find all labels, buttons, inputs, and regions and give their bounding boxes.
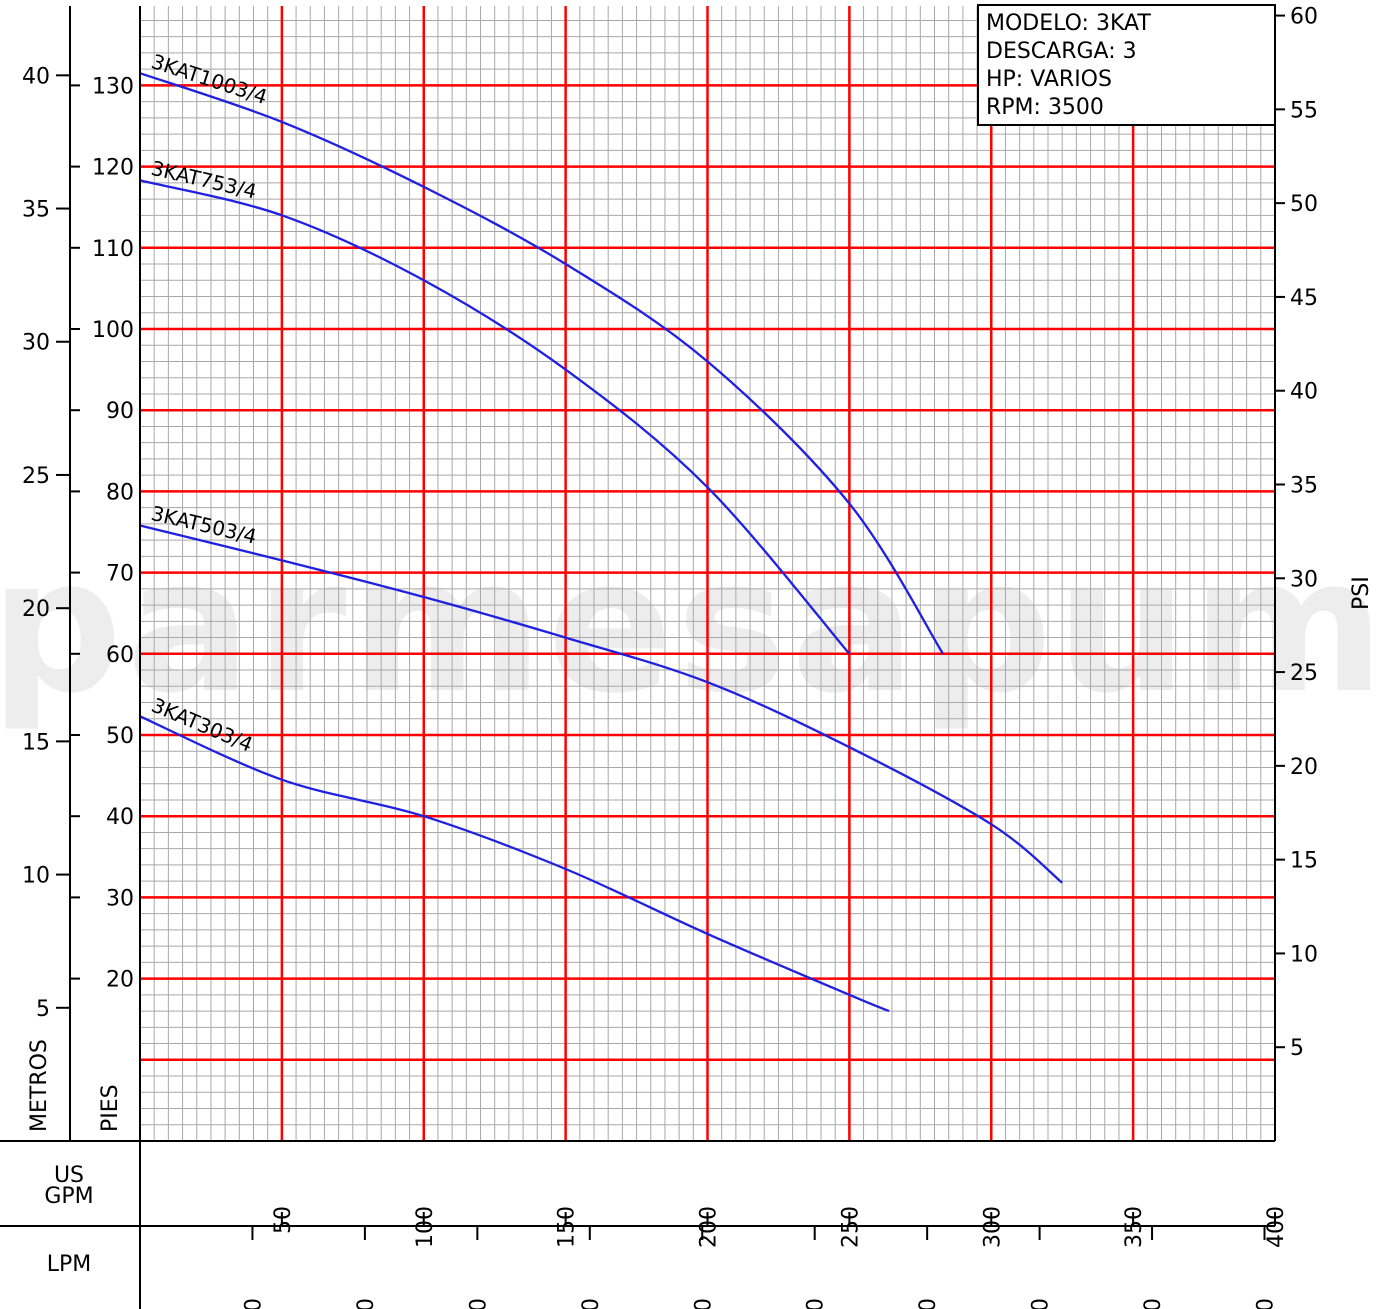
lpm-tick-label: 750 [691,1298,716,1309]
chart-grid [140,6,1275,1141]
pies-axis-label: PIES [98,1084,123,1132]
psi-tick-label: 45 [1290,286,1318,311]
metros-tick-label: 15 [22,730,50,755]
pies-tick-label: 50 [106,724,134,749]
gpm-tick-label: 200 [697,1206,722,1248]
pies-tick-label: 20 [106,968,134,993]
info-box: MODELO: 3KAT DESCARGA: 3 HP: VARIOS RPM: 35… [977,4,1276,126]
lpm-tick-label: 1200 [1029,1298,1054,1309]
pies-tick-label: 90 [106,399,134,424]
lpm-tick-label: 900 [804,1298,829,1309]
gpm-tick-label: 300 [980,1206,1005,1248]
psi-tick-label: 30 [1290,567,1318,592]
psi-tick-label: 20 [1290,755,1318,780]
pies-tick-label: 40 [106,805,134,830]
lpm-axis-label: LPM [47,1252,92,1277]
psi-tick-label: 25 [1290,661,1318,686]
curve-label-3kat753-4: 3KAT753/4 [149,156,259,204]
psi-tick-label: 40 [1290,380,1318,405]
curve-3kat503-4 [139,524,1063,884]
gpm-tick-label: 250 [838,1206,863,1248]
gpm-tick-label: 100 [413,1206,438,1248]
gpm-tick-label: 400 [1264,1206,1289,1248]
metros-tick-label: 25 [22,464,50,489]
curve-label-3kat1003-4: 3KAT1003/4 [148,49,270,109]
psi-tick-label: 5 [1290,1036,1304,1061]
lpm-tick-label: 1500 [1254,1298,1279,1309]
psi-tick-label: 35 [1290,473,1318,498]
metros-tick-label: 10 [22,864,50,889]
info-box-line-2: DESCARGA: 3 [986,39,1137,64]
metros-axis-label: METROS [27,1039,52,1132]
gpm-axis-label-line1: US [54,1163,84,1188]
psi-tick-label: 60 [1290,5,1318,30]
curve-3kat753-4 [139,179,851,655]
psi-tick-label: 55 [1290,98,1318,123]
info-box-line-3: HP: VARIOS [986,67,1112,92]
lpm-tick-label: 1350 [1141,1298,1166,1309]
metros-tick-label: 40 [22,64,50,89]
chart-axes [0,6,1276,1309]
psi-tick-label: 50 [1290,192,1318,217]
pies-tick-label: 60 [106,643,134,668]
metros-tick-label: 30 [22,331,50,356]
pies-tick-label: 70 [106,562,134,587]
lpm-tick-label: 300 [354,1298,379,1309]
lpm-tick-label: 450 [466,1298,491,1309]
gpm-tick-label: 350 [1122,1206,1147,1248]
lpm-tick-label: 600 [579,1298,604,1309]
gpm-tick-label: 50 [271,1206,296,1234]
gpm-tick-label: 150 [555,1206,580,1248]
pies-tick-label: 120 [92,156,134,181]
psi-axis-label: PSI [1349,576,1374,610]
pies-tick-label: 130 [92,74,134,99]
psi-tick-label: 10 [1290,942,1318,967]
metros-tick-label: 20 [22,597,50,622]
gpm-axis-label-line2: GPM [44,1184,93,1209]
info-box-line-1: MODELO: 3KAT [986,11,1151,36]
psi-tick-label: 15 [1290,849,1318,874]
chart-labels: 5 10 15 20 25 30 35 40 METROS 20 30 40 50 60 70 80 90 100… [22,5,1374,1309]
pies-tick-label: 30 [106,886,134,911]
metros-tick-label: 5 [36,997,50,1022]
metros-tick-label: 35 [22,198,50,223]
lpm-tick-label: 150 [241,1298,266,1309]
info-box-line-4: RPM: 3500 [986,95,1104,120]
curve-3kat1003-4 [139,72,944,655]
pies-tick-label: 80 [106,480,134,505]
lpm-tick-label: 1050 [916,1298,941,1309]
pies-tick-label: 110 [92,237,134,262]
curve-3kat303-4 [139,715,890,1013]
pies-tick-label: 100 [92,318,134,343]
info-box-frame [977,4,1276,126]
